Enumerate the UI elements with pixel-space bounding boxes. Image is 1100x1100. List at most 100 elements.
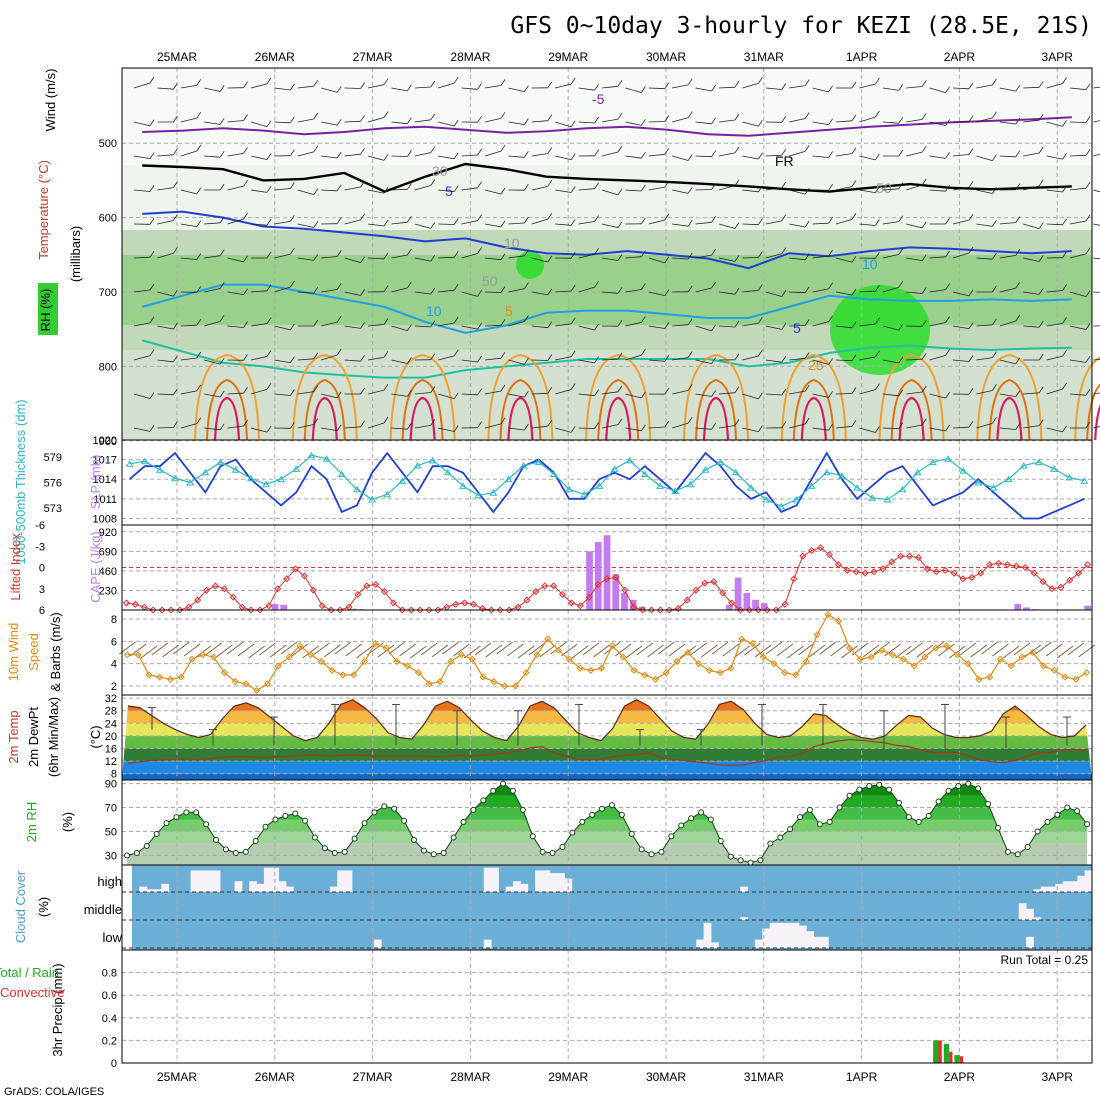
wind-barb bbox=[484, 117, 502, 123]
temp-contour-plus30 bbox=[507, 396, 534, 441]
wind-barb-flag bbox=[219, 85, 225, 92]
cloud-bar bbox=[161, 883, 170, 892]
rh-marker bbox=[767, 840, 774, 847]
rh-marker bbox=[866, 782, 873, 789]
wind-barb-flag bbox=[921, 145, 927, 153]
wind-barb-flag bbox=[617, 385, 623, 393]
wind-barb-flag bbox=[173, 388, 178, 395]
wind-barb-flag bbox=[313, 319, 319, 327]
wind-barb bbox=[929, 289, 946, 293]
wind-barb-flag bbox=[290, 182, 295, 189]
surface-wind-barb bbox=[992, 643, 1009, 657]
top-day-labels: 25MAR 26MAR 27MAR 28MAR 29MAR 30MAR 31MAR 1APR 2… bbox=[157, 50, 1073, 64]
wind-barb-flag bbox=[945, 152, 950, 159]
wind-barb bbox=[835, 393, 853, 395]
rh-marker bbox=[480, 797, 487, 804]
wind-barb bbox=[578, 359, 595, 364]
rh-band bbox=[126, 795, 1088, 808]
wind-barb bbox=[133, 155, 151, 160]
wind-barb bbox=[250, 121, 268, 128]
slp-axis-label: SLP (mb) bbox=[88, 455, 103, 510]
wind-marker bbox=[953, 651, 961, 659]
li-marker bbox=[630, 603, 638, 611]
wind-barb-flag bbox=[1015, 84, 1021, 92]
li-marker bbox=[487, 606, 495, 614]
li-marker bbox=[185, 603, 193, 611]
cloud-bar bbox=[1033, 917, 1042, 920]
pressure-tick: 800 bbox=[99, 361, 117, 373]
cloud-bar bbox=[505, 886, 514, 892]
chart-title: GFS 0~10day 3-hourly for KEZI (28.5E, 21… bbox=[510, 13, 1092, 39]
li-marker bbox=[834, 561, 842, 569]
surface-wind-barb bbox=[442, 641, 459, 655]
wind-barb-flag bbox=[734, 146, 740, 154]
wind-barb-flag bbox=[524, 151, 529, 158]
wind-barb bbox=[976, 422, 993, 429]
thickness-marker bbox=[1035, 458, 1043, 466]
wind-barb bbox=[906, 391, 923, 395]
wind-barb-flag bbox=[711, 357, 716, 364]
wind-barb bbox=[601, 391, 619, 395]
wind10-axis-label-2: Speed bbox=[26, 633, 41, 671]
rh-band-moist bbox=[122, 255, 1092, 325]
cape-bar bbox=[594, 542, 602, 610]
wind-barb-flag bbox=[290, 83, 295, 91]
surface-wind-barb bbox=[129, 643, 147, 657]
cloud-bar bbox=[740, 886, 749, 892]
cape-bar bbox=[1023, 607, 1030, 610]
wind-barb-flag bbox=[477, 290, 482, 297]
li-marker bbox=[852, 568, 860, 576]
wind-marker bbox=[1050, 666, 1058, 674]
wind-barb-flag bbox=[453, 119, 459, 127]
wind-barb-flag bbox=[266, 186, 272, 193]
wind-barb-flag bbox=[196, 253, 202, 260]
wind-barb bbox=[180, 150, 197, 157]
wind-barb bbox=[906, 257, 923, 262]
wind-barb-flag bbox=[992, 318, 997, 326]
wind-barb bbox=[508, 255, 525, 259]
wind-barb bbox=[484, 85, 502, 89]
wind-barb-flag bbox=[313, 286, 319, 294]
wind-barb-flag bbox=[243, 321, 248, 328]
wind-barb bbox=[461, 291, 478, 297]
wind-barb-flag bbox=[1085, 247, 1091, 255]
wind-barb-flag bbox=[664, 213, 670, 221]
surface-wind-barb bbox=[787, 645, 804, 659]
wind-barb-flag bbox=[266, 317, 272, 324]
wind-barb bbox=[133, 355, 151, 361]
rh-marker bbox=[242, 848, 249, 855]
wind-barb-flag bbox=[336, 391, 342, 399]
wind-barb-flag bbox=[898, 182, 904, 190]
wind-barb-flag bbox=[758, 425, 763, 432]
wind-barb bbox=[414, 325, 431, 328]
wind-barb-flag bbox=[641, 217, 646, 225]
wind-barb bbox=[695, 87, 712, 92]
wind-barb-flag bbox=[173, 355, 178, 363]
wind-barb-flag bbox=[687, 219, 693, 227]
wind-barb bbox=[929, 354, 946, 361]
thickness-marker bbox=[686, 480, 695, 488]
wind-barb-flag bbox=[968, 420, 974, 428]
wind-barb bbox=[789, 150, 806, 157]
cloud-bar bbox=[197, 870, 206, 892]
surface-wind-barb bbox=[485, 644, 503, 658]
wind-barb-flag bbox=[196, 220, 202, 227]
wind-barb-flag bbox=[173, 82, 178, 90]
cloud-bar bbox=[557, 873, 565, 892]
day-label-bottom: 27MAR bbox=[353, 1070, 393, 1084]
wind-barb bbox=[648, 153, 665, 157]
wind-barb-flag bbox=[1062, 120, 1067, 127]
temp-contour-plus20 bbox=[780, 353, 847, 441]
wind-barb-flag bbox=[687, 252, 693, 260]
wind-barb-flag bbox=[173, 289, 178, 297]
wind-barb bbox=[976, 357, 993, 361]
wind-barb bbox=[1046, 189, 1063, 193]
wind-barb-flag bbox=[547, 114, 553, 121]
wind-barb bbox=[297, 424, 314, 429]
wind-barb-flag bbox=[524, 423, 529, 431]
li-marker bbox=[665, 606, 673, 614]
wind-marker bbox=[781, 669, 789, 677]
wind-barb-flag bbox=[687, 154, 693, 161]
li-marker bbox=[452, 600, 460, 608]
cloud-bar bbox=[542, 870, 551, 892]
